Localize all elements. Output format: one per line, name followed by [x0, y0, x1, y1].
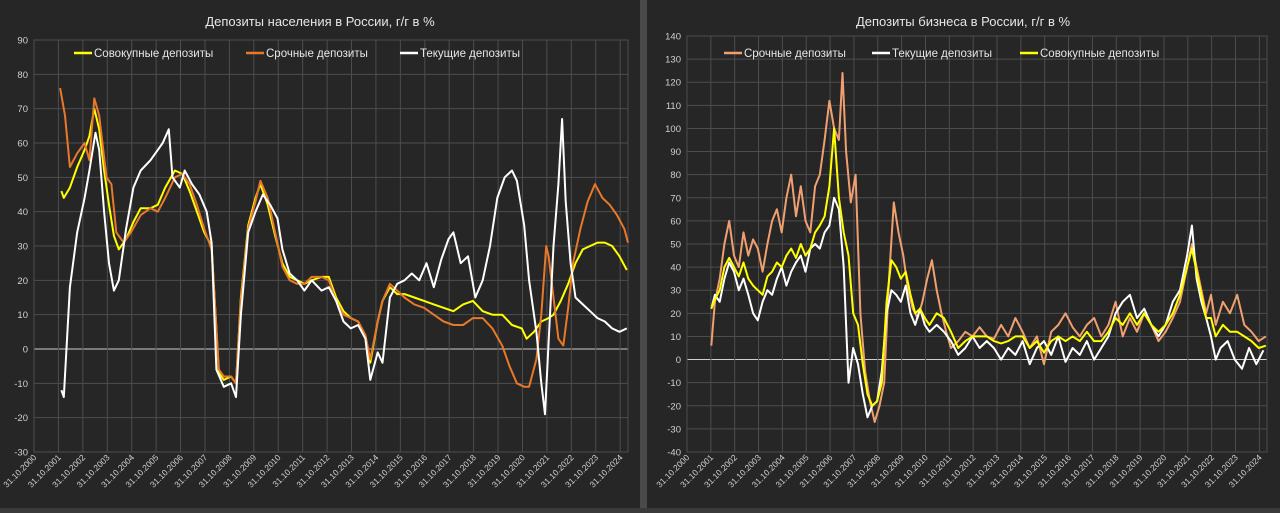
y-tick-label: -30 [667, 424, 681, 435]
legend-label: Текущие депозиты [892, 48, 992, 60]
panel-divider [640, 0, 647, 508]
chart-business: Депозиты бизнеса в России, г/г в % -40 -30… [654, 14, 1268, 489]
y-tick-label: 10 [670, 332, 681, 343]
legend-label: Срочные депозиты [266, 48, 368, 60]
y-tick-label: 30 [17, 242, 28, 253]
y-tick-label: -40 [667, 448, 681, 459]
legend-label: Совокупные депозиты [1040, 48, 1159, 60]
legend-label: Совокупные депозиты [94, 48, 213, 60]
chart-panel-households: Депозиты населения в России, г/г в % -30 -… [0, 0, 640, 508]
legend-label: Текущие депозиты [420, 48, 520, 60]
y-tick-label: 40 [670, 263, 681, 274]
y-tick-label: -20 [14, 413, 28, 424]
series-line [710, 72, 1267, 423]
y-tick-label: 60 [17, 139, 28, 150]
y-tick-label: 0 [676, 355, 681, 366]
y-tick-label: 0 [23, 345, 28, 356]
y-tick-label: -30 [14, 448, 28, 459]
y-tick-label: 20 [670, 309, 681, 320]
y-tick-label: 60 [670, 216, 681, 227]
y-tick-label: 90 [17, 36, 28, 47]
y-tick-label: 100 [665, 124, 681, 135]
y-tick-label: 90 [670, 147, 681, 158]
series-line [710, 196, 1265, 419]
y-tick-label: -10 [14, 379, 28, 390]
y-tick-label: -20 [667, 401, 681, 412]
y-tick-label: 70 [670, 193, 681, 204]
series-line [60, 118, 628, 416]
legend-label: Срочные депозиты [744, 48, 846, 60]
plot-border [686, 35, 1268, 453]
y-tick-label: 120 [665, 78, 681, 89]
y-tick-label: 30 [670, 286, 681, 297]
chart-title: Депозиты бизнеса в России, г/г в % [856, 14, 1071, 29]
y-tick-label: 50 [670, 240, 681, 251]
series-line [710, 127, 1267, 407]
y-tick-label: 10 [17, 310, 28, 321]
y-tick-label: 140 [665, 32, 681, 43]
chart-panel-business: Депозиты бизнеса в России, г/г в % -40 -30… [647, 0, 1280, 508]
chart-title: Депозиты населения в России, г/г в % [205, 14, 435, 29]
y-tick-label: 130 [665, 55, 681, 66]
y-tick-label: 50 [17, 173, 28, 184]
y-tick-label: -10 [667, 378, 681, 389]
y-tick-label: 80 [670, 170, 681, 181]
series-line [59, 87, 629, 388]
y-tick-label: 110 [666, 101, 681, 112]
y-tick-label: 80 [17, 70, 28, 81]
plot-border [33, 39, 629, 453]
y-tick-label: 40 [17, 207, 28, 218]
y-tick-label: 20 [17, 276, 28, 287]
chart-households: Депозиты населения в России, г/г в % -30 -… [1, 14, 629, 489]
y-tick-label: 70 [17, 104, 28, 115]
